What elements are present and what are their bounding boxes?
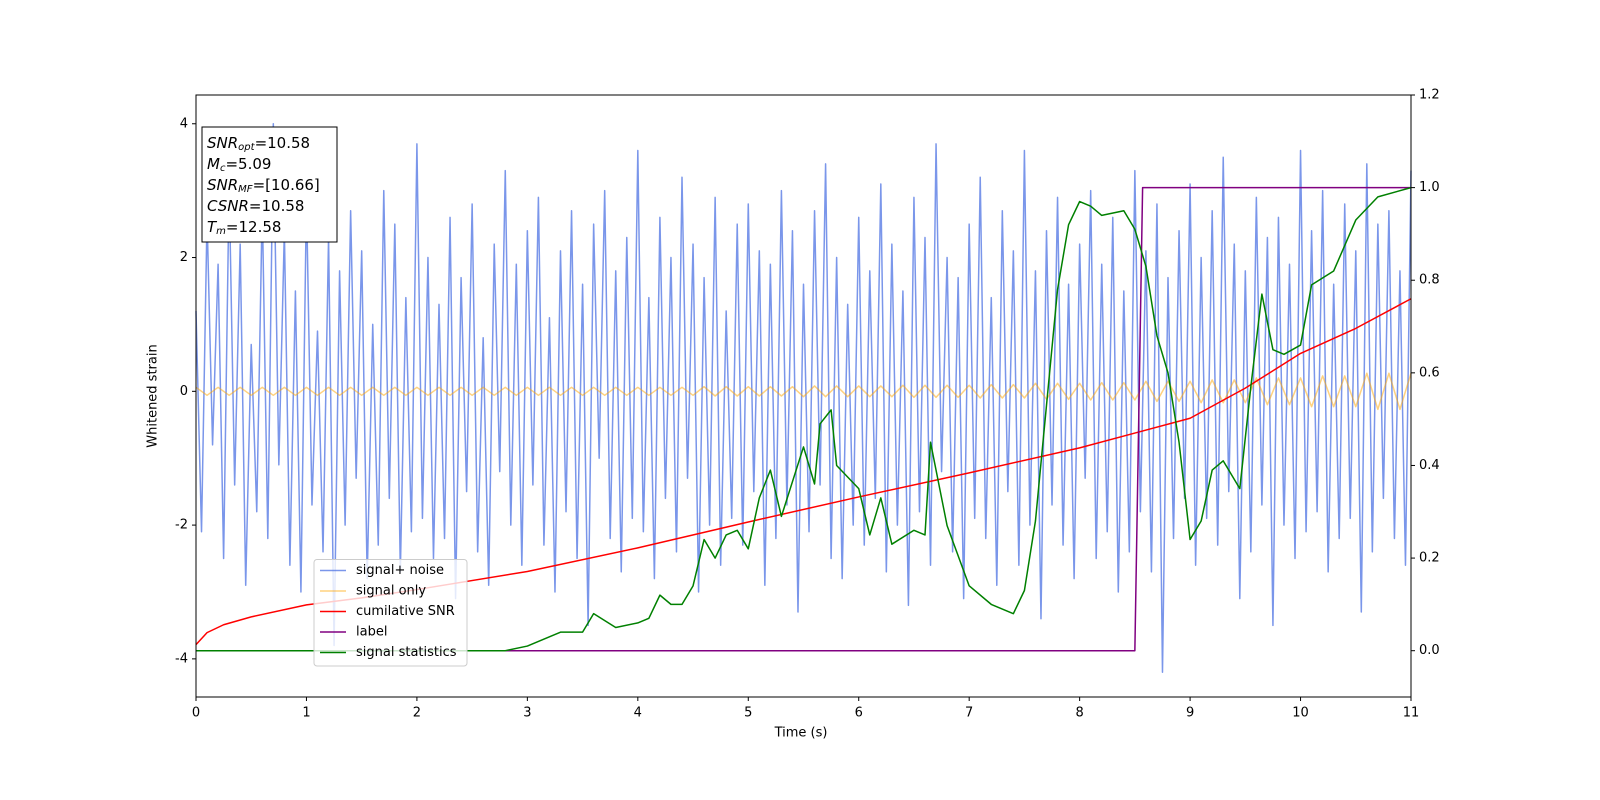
y2-tick-label: 0.4 (1419, 458, 1440, 473)
annotation-value: =10.58 (255, 134, 311, 152)
annotation-subscript: opt (238, 142, 255, 153)
x-tick-label: 3 (523, 706, 531, 721)
annotation-value: =10.58 (249, 197, 305, 215)
annotation-symbol: M (207, 155, 220, 173)
y2-tick-label: 1.0 (1419, 180, 1440, 195)
y2-tick-label: 0.6 (1419, 365, 1440, 380)
series-line (196, 186, 1412, 652)
y2-tick-label: 0.8 (1419, 273, 1440, 288)
y-axis-label: Whitened strain (146, 344, 161, 447)
legend-label: signal+ noise (356, 563, 444, 578)
series-line (195, 123, 1412, 673)
annotation-line: SNRopt=10.58 (207, 134, 310, 154)
x-tick-label: 8 (1075, 706, 1083, 721)
y-tick-label: -2 (175, 518, 188, 533)
x-tick-label: 6 (855, 706, 863, 721)
legend-label: signal only (356, 584, 426, 599)
legend-label: signal statistics (356, 645, 457, 660)
annotation-subscript: c (220, 163, 226, 174)
annotation-value: =5.09 (225, 155, 271, 173)
x-tick-label: 10 (1292, 706, 1309, 721)
legend-label: cumilative SNR (356, 604, 455, 619)
y2-tick-label: 0.2 (1419, 551, 1440, 566)
x-axis-label: Time (s) (774, 726, 828, 741)
x-tick-label: 7 (965, 706, 973, 721)
x-tick-label: 11 (1403, 706, 1420, 721)
x-tick-label: 9 (1186, 706, 1194, 721)
y2-tick-label: 1.2 (1419, 88, 1440, 103)
legend: signal+ noise signal only cumilative SNR la… (313, 559, 468, 667)
legend-box (313, 559, 468, 667)
y-tick-label: -4 (175, 651, 188, 666)
y-tick-label: 4 (180, 116, 188, 131)
y2-tick-label: 0.0 (1419, 643, 1440, 658)
x-tick-label: 1 (302, 706, 310, 721)
series-line (196, 186, 1411, 652)
x-tick-label: 2 (413, 706, 421, 721)
annotation-line: Mc=5.09 (207, 155, 271, 175)
y-tick-label: 0 (180, 384, 188, 399)
x-tick-label: 0 (192, 706, 200, 721)
series-line (195, 298, 1412, 646)
annotation-subscript: MF (238, 184, 253, 195)
series-line (195, 372, 1412, 411)
annotation-symbol: SNR (207, 134, 238, 152)
annotation-box (201, 126, 338, 243)
x-tick-label: 4 (634, 706, 642, 721)
annotation-value: =12.58 (226, 218, 282, 236)
annotation-line: Tm=12.58 (207, 218, 281, 238)
legend-label: label (356, 625, 387, 640)
annotation-subscript: m (216, 226, 226, 237)
annotation-symbol: CSNR (207, 197, 249, 215)
x-tick-label: 5 (744, 706, 752, 721)
annotation-symbol: T (207, 218, 218, 236)
y-tick-label: 2 (180, 250, 188, 265)
plot-area (195, 123, 1412, 673)
annotation-line: SNRMF=[10.66] (207, 176, 320, 196)
annotation-symbol: SNR (207, 176, 238, 194)
axes-frame (195, 94, 1412, 698)
annotation-line: CSNR=10.58 (207, 197, 304, 215)
annotation-value: =[10.66] (253, 176, 320, 194)
